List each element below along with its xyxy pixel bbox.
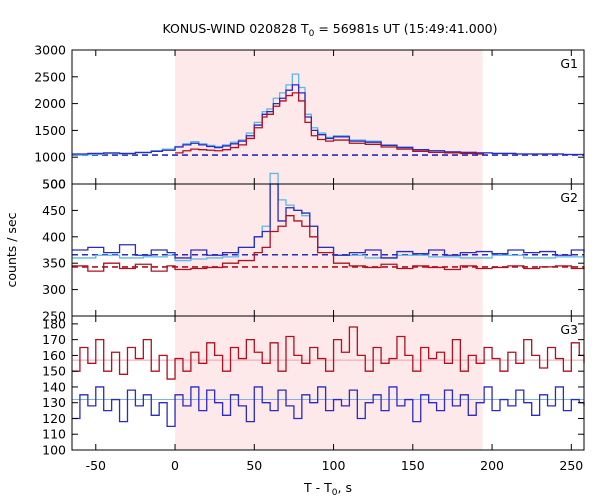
x-tick-label: 200 [480,458,504,473]
y-tick-label: 150 [42,364,66,379]
y-tick-label: 3000 [34,43,66,58]
y-axis-label: counts / sec [4,212,19,287]
series-line-2 [72,215,585,272]
y-tick-label: 100 [42,443,66,458]
y-tick-label: 300 [42,282,66,297]
panel-g2: 250 300 350 400 450 500 G2 [42,172,585,324]
chart-title-prefix: KONUS-WIND 020828 T [162,21,308,36]
y-tick-label: 2000 [34,96,66,111]
y-tick-label: 140 [42,379,66,394]
x-tick-label: 0 [171,458,179,473]
chart-title-subscript: 0 [309,29,315,39]
panel-label: G2 [560,190,578,205]
highlight-interval [175,50,483,184]
y-tick-label: 1500 [34,123,66,138]
y-tick-label: 110 [42,427,66,442]
x-axis-label-prefix: T - T [303,480,332,495]
series-line-2 [175,92,485,155]
y-tick-label: 350 [42,256,66,271]
y-tick-label: 1000 [34,150,66,165]
x-tick-label: 150 [401,458,425,473]
panel-label: G3 [560,322,578,337]
series-line-1 [72,386,585,428]
series-line-0 [72,326,585,380]
highlight-interval [175,316,483,450]
panel-frame [71,315,585,451]
panel-g1: 500 1000 1500 2000 2500 3000 G1 [34,43,585,192]
chart-title-suffix: = 56981s UT (15:49:41.000) [314,21,497,36]
y-tick-label: 130 [42,395,66,410]
panel-g3: -50 0 50 100 150 200 2501001101201301401501601… [42,315,585,473]
panels-group: 50010001500200025003000G1250300350400450… [34,43,585,473]
x-axis-label-suffix: , s [338,480,352,495]
x-tick-label: 50 [246,458,262,473]
x-axis-label: T - T0, s [303,480,352,498]
chart-title: KONUS-WIND 020828 T0 = 56981s UT (15:49:… [162,21,497,39]
y-tick-label: 500 [42,177,66,192]
y-tick-label: 2500 [34,69,66,84]
y-tick-label: 160 [42,348,66,363]
y-tick-label: 400 [42,229,66,244]
x-tick-label: 250 [559,458,583,473]
x-axis-label-subscript: 0 [332,488,338,498]
panel-label: G1 [560,56,578,71]
y-tick-label: 180 [42,316,66,331]
y-tick-label: 500 [42,177,66,192]
y-tick-label: 120 [42,411,66,426]
x-tick-label: -50 [86,458,106,473]
y-tick-label: 250 [42,309,66,324]
y-tick-label: 170 [42,332,66,347]
series-line-1 [72,183,585,259]
y-tick-label: 450 [42,203,66,218]
x-tick-label: 100 [322,458,346,473]
